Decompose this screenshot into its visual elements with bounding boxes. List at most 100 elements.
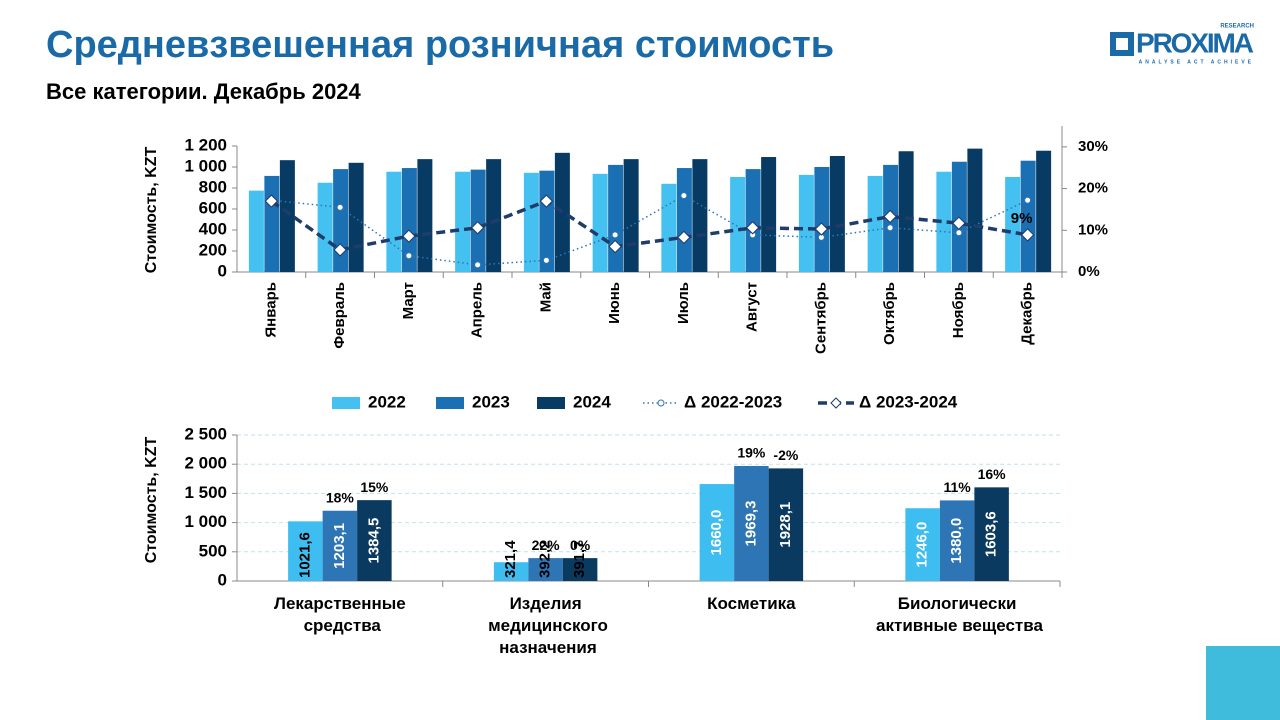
bar [951,161,967,272]
change-label: 16% [978,466,1007,482]
marker [1020,228,1035,242]
logo: PROXIMA [1136,27,1254,58]
bar [357,500,392,581]
marker [952,216,966,230]
data-label: 1203,1 [331,523,348,569]
bar [288,521,323,581]
legend-label: Δ 2022-2023 [684,392,782,411]
y-tick-label: 400 [199,219,227,238]
marker [402,229,416,243]
data-label: 1660,0 [708,510,725,556]
x-tick-label: Июнь [606,282,623,324]
bar [417,159,433,272]
legend-marker [657,399,665,407]
legend-swatch [436,397,464,409]
legend-label: 2024 [573,392,611,411]
data-label: 391,7 [571,540,588,578]
bar [248,190,264,272]
change-label: 22% [532,537,561,553]
y-tick-label: 500 [199,541,227,560]
marker [1024,196,1032,204]
legend-swatch [537,397,565,409]
x-tick-label: Май [537,282,554,312]
change-label: 18% [326,489,355,505]
y-tick-label: 0 [218,261,227,280]
change-label: 15% [360,479,389,495]
bar [699,484,735,581]
y2-tick-label: 0% [1078,263,1100,280]
data-label: 1384,5 [365,518,382,564]
data-label: 321,4 [502,540,519,578]
bar [528,558,563,581]
bar [898,151,914,272]
bar [676,168,692,272]
change-label: 0% [570,537,591,553]
bar [1005,176,1021,272]
marker [539,194,554,208]
legend-swatch [332,397,360,409]
bar [562,558,598,581]
line [271,194,1028,266]
bar [939,500,975,581]
data-label: 9% [1011,210,1033,227]
marker [336,203,344,211]
y2-tick-label: 30% [1078,138,1108,155]
marker [405,252,413,260]
bar [936,171,952,272]
data-label: 1246,0 [914,522,931,568]
x-tick-label: Ноябрь [950,282,967,338]
y-tick-label: 2 000 [184,454,227,473]
logo-top: RESEARCH [1220,24,1254,30]
y2-tick-label: 10% [1078,221,1108,238]
y-tick-label: 200 [199,240,227,259]
marker [814,222,829,236]
x-tick-label: Октябрь [881,282,898,345]
y2-tick-label: 20% [1078,180,1108,197]
bar [1020,160,1036,272]
y-tick-label: 600 [199,198,227,217]
marker [470,221,485,235]
y-tick-label: 0 [218,570,227,589]
y-tick-label: 800 [199,177,227,196]
y-tick-label: 1 200 [184,135,227,154]
data-label: 1021,6 [296,532,313,578]
bar [539,170,555,272]
marker [333,243,347,257]
bar [592,173,608,272]
x-tick-label: Январь [262,282,279,338]
bar [814,167,830,272]
corner-block [1206,646,1280,720]
legend-label: Δ 2023-2024 [859,392,958,411]
marker [883,209,897,224]
marker [608,239,622,254]
y-tick-label: 2 500 [184,424,227,443]
data-label: 1380,0 [948,518,965,564]
legend-marker [830,397,842,409]
y-tick-label: 1 500 [184,483,227,502]
bar [623,159,639,272]
change-label: 19% [737,445,766,461]
marker [955,229,963,237]
marker [677,230,691,245]
bar [523,172,539,272]
x-tick-label: Биологически активные вещества [871,594,1043,635]
bar [317,182,333,272]
bar [470,169,486,272]
bar [279,160,295,272]
bar [401,168,417,272]
marker [680,192,688,200]
bar [829,155,845,272]
bar [554,152,570,272]
y-axis-label: Стоимость, KZT [143,437,160,564]
x-tick-label: Март [400,282,417,319]
bar [608,164,624,272]
data-label: 1969,3 [742,501,759,547]
bar [264,175,280,272]
change-label: -2% [773,447,798,463]
data-label: 1928,1 [777,502,794,548]
bar [745,169,761,272]
y-tick-label: 1 000 [184,156,227,175]
legend-label: 2023 [472,392,510,411]
bar [333,169,349,272]
slide-subtitle: Все категории. Декабрь 2024 [46,79,362,104]
